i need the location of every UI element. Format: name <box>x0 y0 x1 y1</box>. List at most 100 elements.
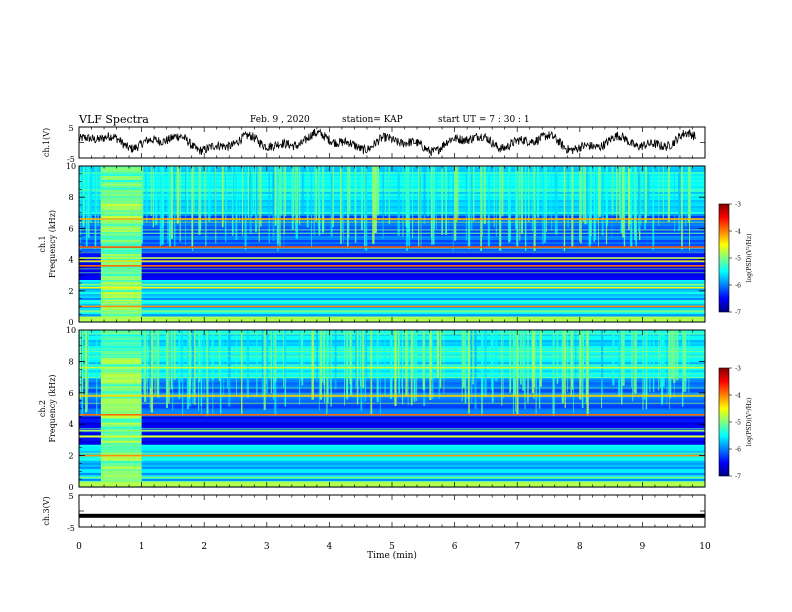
ch2-spec-window-cell <box>100 440 142 444</box>
ch2-spec-window-cell <box>100 380 142 383</box>
ch2-spec-strip <box>178 330 180 400</box>
ch2-spec-strip <box>534 330 536 388</box>
ch1-spec-faint-tone <box>79 284 705 286</box>
ch2-spec-strip <box>468 330 470 414</box>
ch1-spec-strip <box>667 166 670 222</box>
ch1-spec-strip <box>544 166 546 243</box>
ch2-spec-strip <box>227 330 229 389</box>
ch2-spec-strip <box>413 330 416 402</box>
ch1-spec-window-cell <box>100 306 142 309</box>
ch1-spec-window-cell <box>100 308 142 311</box>
ch2-spec-faint-tone <box>79 377 705 378</box>
ch1-spec-row-band <box>79 252 705 255</box>
ch1-spec-row-band <box>79 240 705 243</box>
ch1-spec-row-band <box>79 200 705 203</box>
ch1-spec-ylabel-frequency: Frequency (kHz) <box>48 210 57 278</box>
ch2-spec-window-cell <box>100 388 142 391</box>
ch2-spec-strip <box>470 330 473 404</box>
ch1-spec-window-cell <box>100 202 142 205</box>
ch2-spec-row-band <box>79 416 705 420</box>
ch1-spec-strip <box>679 166 680 231</box>
ch2-spec-row-band <box>79 460 705 464</box>
ch2-spec-window-cell <box>100 334 142 337</box>
ch1-spec-row-band <box>79 170 705 173</box>
ch1-spec-row-band <box>79 242 705 245</box>
ch1-spec-strip <box>408 166 410 233</box>
ch2-spec-strip <box>439 330 442 388</box>
ch1-spec-strip <box>601 166 604 236</box>
ch2-spec-window-cell <box>100 468 142 472</box>
ch2-spec-strip <box>206 330 209 417</box>
ch1-spec-strip <box>366 166 368 252</box>
ch1-spec-strip <box>644 166 647 223</box>
ch1-spec-tone-line <box>79 246 705 248</box>
ch1-spec-strip <box>470 166 473 230</box>
ch2-spec-window-cell <box>100 400 142 404</box>
ch2-spec-strip <box>484 330 487 398</box>
ch2-spec-strip <box>301 330 303 379</box>
ch2-spec-strip <box>631 330 632 388</box>
ch1-spec-window-cell <box>100 252 142 255</box>
ch2-spec-strip <box>622 330 625 386</box>
ch1-spec-strip <box>533 166 536 251</box>
ch2-spec-window-cell <box>100 430 142 434</box>
ch1-spec-window-cell <box>100 248 142 251</box>
ch1-spec-row-band <box>79 306 705 309</box>
ch2-spec-strip <box>556 330 559 384</box>
ch2-spec-row-band <box>79 438 705 442</box>
ch1-spec-window-cell <box>100 270 142 273</box>
ch2-spec-strip <box>397 330 400 378</box>
ch1-spec-strip <box>519 166 521 242</box>
ch1-spec-row-band <box>79 292 705 295</box>
ch2-spec-window-cell <box>100 346 142 349</box>
ch1-spec-strip <box>161 166 164 245</box>
ch1-spec-window-cell <box>100 236 142 239</box>
ch1-spec-strip <box>640 166 642 225</box>
ch2-spec-strip <box>263 330 266 411</box>
ch2-spec-strip <box>405 330 408 396</box>
ch2-spec-colorbar-tick-label: -6 <box>735 447 741 454</box>
ch2-spec-row-band <box>79 426 705 430</box>
ch1-spec-strip <box>452 166 454 252</box>
time-tick-label: 10 <box>699 542 711 552</box>
ch1-spec-strip <box>445 166 447 236</box>
ch1-spec-window-cell <box>100 186 142 189</box>
ch1-spec-window-cell <box>100 312 142 315</box>
ch2-spec-strip <box>319 330 322 400</box>
ch2-spec-strip <box>522 330 524 391</box>
ch2-spec-strip <box>173 330 176 380</box>
ch2-spec-window-cell <box>100 344 142 347</box>
ch1-spec-ytick-label: 10 <box>66 162 76 171</box>
ch1-spec-strip <box>249 166 252 235</box>
ch1-spec-strip <box>582 166 585 222</box>
ch1-spec-window-cell <box>100 258 142 261</box>
ch2-spec-faint-tone <box>79 387 705 389</box>
ch2-spec-bright-window <box>100 330 142 484</box>
ch1-spec-strip <box>382 166 384 239</box>
ch1-spec-strip <box>296 166 299 223</box>
ch1-spec-strip <box>155 166 158 225</box>
ch1-spec-strip <box>652 166 654 229</box>
ch2-spec-strip <box>583 330 584 379</box>
ch2-spec-strip <box>513 330 517 393</box>
ch1-spec-strip <box>563 166 566 252</box>
ch2-spec-strip <box>673 330 675 398</box>
ch1-spec-strip <box>524 166 527 251</box>
ch1-spec-row-band <box>79 220 705 223</box>
ch2-spec-tone-line <box>79 454 705 457</box>
ch2-spec-strip <box>658 330 660 391</box>
ch2-spec-strip <box>649 330 651 392</box>
ch1-spec-faint-tone <box>79 172 705 174</box>
ch1-spec-strip <box>647 166 650 217</box>
ch2-spec-strip <box>462 330 466 389</box>
ch1-spec-ytick-label: 8 <box>68 193 73 202</box>
ch2-spec-strip <box>272 330 275 390</box>
ch1-spec-window-cell <box>100 268 142 271</box>
ch1-spec-window-cell <box>100 190 142 193</box>
ch2-spec-strip <box>311 330 314 400</box>
ch2-spec-strip <box>503 330 504 399</box>
ch2-spec-strip <box>564 330 566 409</box>
ch1-spec-row-band <box>79 278 705 281</box>
ch1-spec-strip <box>567 166 569 229</box>
ch1-spec-row-band <box>79 184 705 187</box>
